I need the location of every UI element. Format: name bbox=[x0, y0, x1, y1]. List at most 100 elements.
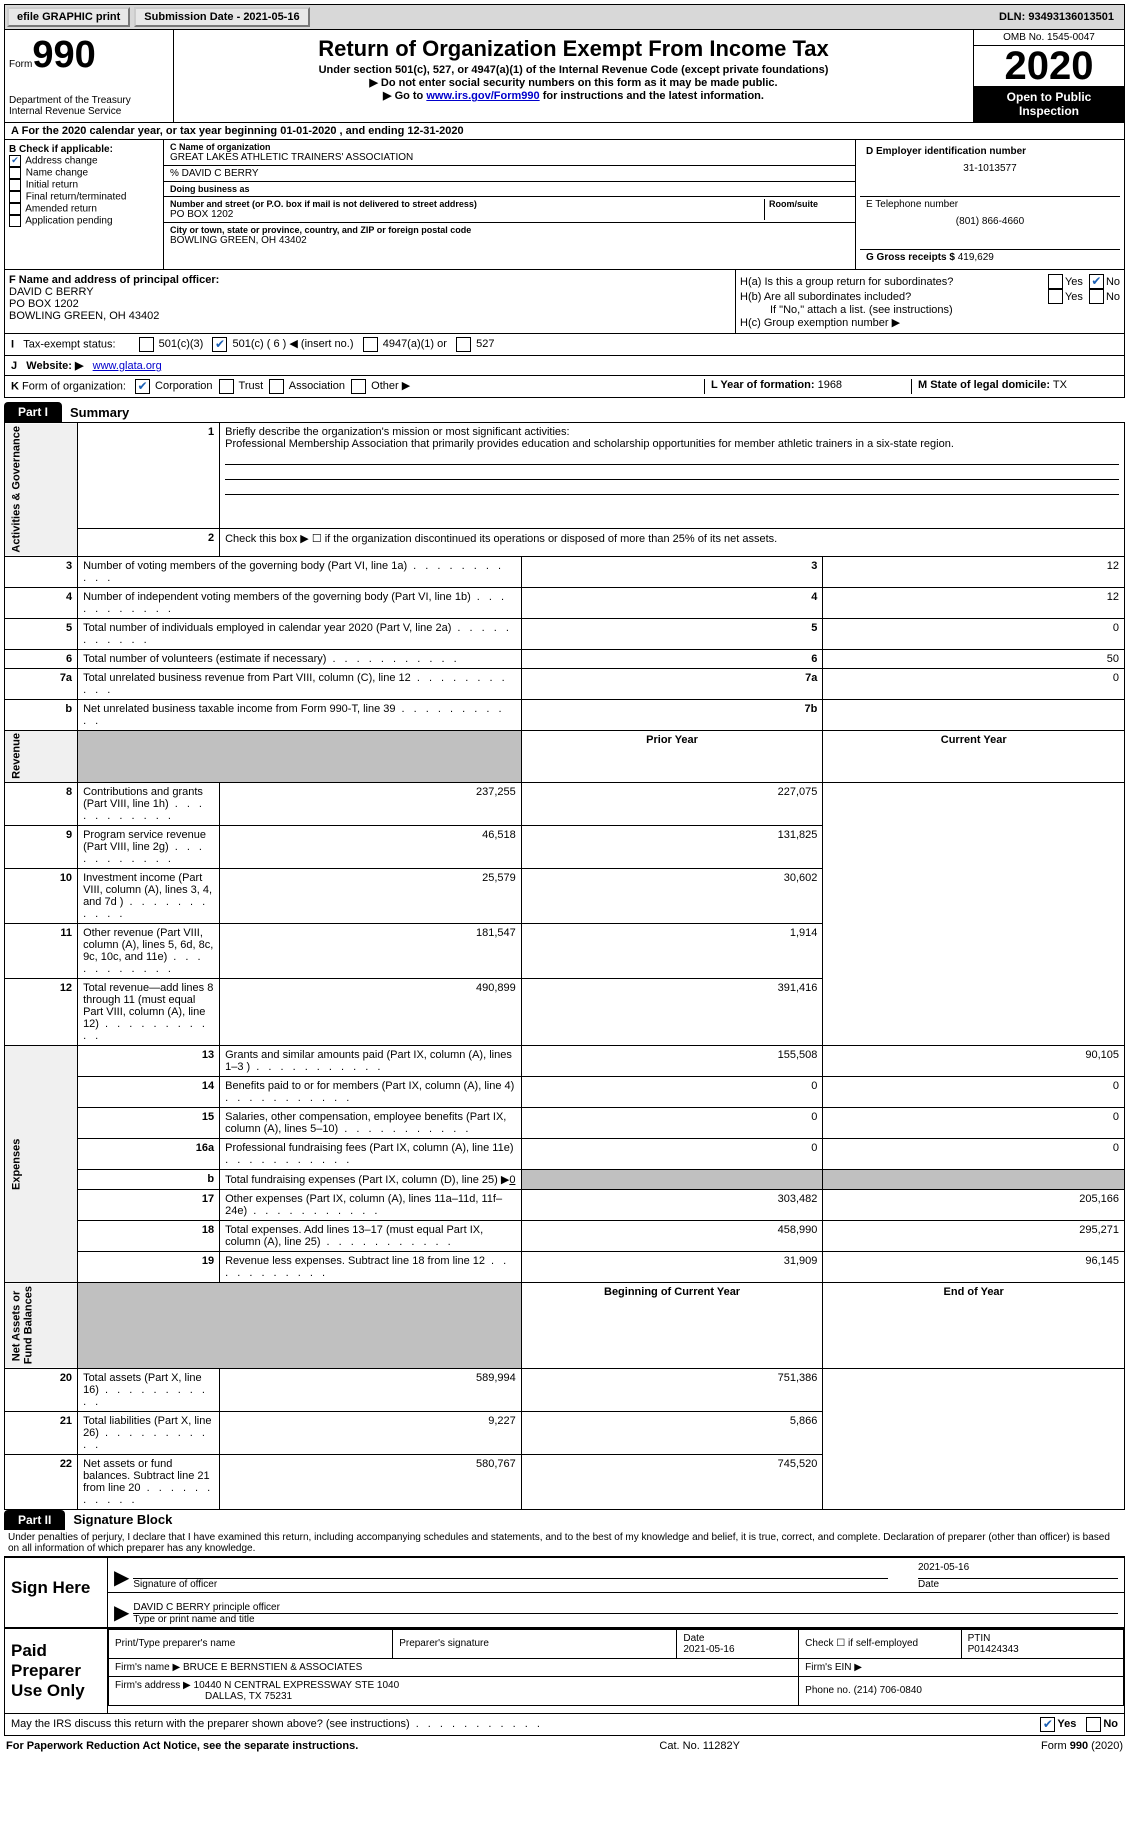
blank-line bbox=[225, 465, 1119, 480]
linei-checkbox[interactable] bbox=[456, 337, 471, 352]
linek-checkbox[interactable] bbox=[269, 379, 284, 394]
hb-label: H(b) Are all subordinates included? bbox=[740, 291, 1048, 303]
boxb-checkbox[interactable] bbox=[9, 203, 21, 215]
row-num: 20 bbox=[5, 1368, 78, 1411]
boxb-checkbox[interactable] bbox=[9, 179, 21, 191]
boxb-item: Initial return bbox=[26, 180, 78, 191]
instructions-link[interactable]: www.irs.gov/Form990 bbox=[426, 90, 539, 102]
dba-label: Doing business as bbox=[170, 184, 849, 194]
box-b: B Check if applicable: Address change Na… bbox=[5, 140, 164, 269]
row-num: 4 bbox=[5, 587, 78, 618]
ha-no-checkbox[interactable] bbox=[1089, 274, 1104, 289]
row-text: Other revenue (Part VIII, column (A), li… bbox=[78, 924, 220, 979]
footer-right: Form 990 (2020) bbox=[1041, 1740, 1123, 1752]
care-of: % DAVID C BERRY bbox=[164, 166, 855, 182]
row-box: 7a bbox=[521, 668, 823, 699]
part1-title: Summary bbox=[70, 405, 129, 420]
row-text: Professional fundraising fees (Part IX, … bbox=[220, 1139, 522, 1170]
current-value: 90,105 bbox=[823, 1046, 1125, 1077]
firm-phone-label: Phone no. bbox=[805, 1685, 851, 1696]
submission-date-button[interactable]: Submission Date - 2021-05-16 bbox=[134, 7, 309, 27]
row-box: 4 bbox=[521, 587, 823, 618]
beg-year-hdr: Beginning of Current Year bbox=[521, 1283, 823, 1368]
discuss-yes-checkbox[interactable] bbox=[1040, 1717, 1055, 1732]
side-exp: Expenses bbox=[5, 1046, 78, 1283]
line-m-value: TX bbox=[1053, 379, 1067, 391]
current-value: 0 bbox=[823, 1077, 1125, 1108]
row-text: Total liabilities (Part X, line 26) bbox=[78, 1411, 220, 1454]
shaded-cell bbox=[823, 1170, 1125, 1190]
current-value: 131,825 bbox=[521, 826, 823, 869]
prep-h3: Date bbox=[683, 1633, 704, 1644]
ha-no: No bbox=[1106, 276, 1120, 288]
linei-checkbox[interactable] bbox=[139, 337, 154, 352]
efile-print-button[interactable]: efile GRAPHIC print bbox=[7, 7, 130, 27]
officer-label: F Name and address of principal officer: bbox=[9, 274, 731, 286]
firm-addr-label: Firm's address ▶ bbox=[115, 1680, 191, 1691]
firm-name-label: Firm's name ▶ bbox=[115, 1662, 180, 1673]
officer-addr1: PO BOX 1202 bbox=[9, 298, 731, 310]
linek-checkbox[interactable] bbox=[135, 379, 150, 394]
end-value: 745,520 bbox=[521, 1454, 823, 1509]
boxb-checkbox[interactable] bbox=[9, 215, 21, 227]
row-value: 0 bbox=[823, 618, 1125, 649]
blank-line bbox=[225, 480, 1119, 495]
row-num: 16a bbox=[78, 1139, 220, 1170]
current-value: 391,416 bbox=[521, 979, 823, 1046]
top-bar: efile GRAPHIC print Submission Date - 20… bbox=[4, 4, 1125, 30]
page-footer: For Paperwork Reduction Act Notice, see … bbox=[4, 1736, 1125, 1756]
prep-ptin: P01424343 bbox=[968, 1644, 1019, 1655]
row-value: 0 bbox=[823, 668, 1125, 699]
row-num: 9 bbox=[5, 826, 78, 869]
boxb-checkbox[interactable] bbox=[9, 155, 21, 167]
boxb-item: Application pending bbox=[25, 216, 112, 227]
row-num: 7a bbox=[5, 668, 78, 699]
note2-post: for instructions and the latest informat… bbox=[540, 90, 764, 102]
row-text: Number of voting members of the governin… bbox=[78, 556, 522, 587]
part2-title: Signature Block bbox=[73, 1512, 172, 1527]
hb-yes-checkbox[interactable] bbox=[1048, 289, 1063, 304]
prior-value: 303,482 bbox=[521, 1190, 823, 1221]
mission-a: Professional Membership Association that… bbox=[225, 438, 954, 450]
org-name: GREAT LAKES ATHLETIC TRAINERS' ASSOCIATI… bbox=[170, 152, 849, 163]
part1-tab: Part I bbox=[4, 402, 62, 422]
boxb-checkbox[interactable] bbox=[9, 191, 21, 203]
gross-receipts-value: 419,629 bbox=[958, 252, 994, 263]
line-a: A For the 2020 calendar year, or tax yea… bbox=[4, 123, 1125, 140]
linek-checkbox[interactable] bbox=[219, 379, 234, 394]
row-text: Number of independent voting members of … bbox=[78, 587, 522, 618]
discuss-no-checkbox[interactable] bbox=[1086, 1717, 1101, 1732]
line-a-text: For the 2020 calendar year, or tax year … bbox=[22, 125, 464, 137]
row-num: 21 bbox=[5, 1411, 78, 1454]
ha-yes-checkbox[interactable] bbox=[1048, 274, 1063, 289]
hb-no-checkbox[interactable] bbox=[1089, 289, 1104, 304]
prior-value: 237,255 bbox=[220, 783, 522, 826]
linei-checkbox[interactable] bbox=[212, 337, 227, 352]
prior-value: 0 bbox=[521, 1077, 823, 1108]
website-link[interactable]: www.glata.org bbox=[93, 360, 162, 372]
gross-receipts-label: G Gross receipts $ bbox=[866, 252, 955, 263]
boxb-item: Address change bbox=[25, 156, 97, 167]
linek-checkbox[interactable] bbox=[351, 379, 366, 394]
beg-value: 9,227 bbox=[220, 1411, 522, 1454]
caret-icon: ▶ bbox=[114, 1565, 129, 1590]
line-k-label: Form of organization: bbox=[22, 380, 126, 392]
line-i-label: Tax-exempt status: bbox=[23, 338, 115, 350]
hb-yes: Yes bbox=[1065, 291, 1083, 303]
title-box: Return of Organization Exempt From Incom… bbox=[174, 30, 973, 122]
current-year-hdr: Current Year bbox=[823, 730, 1125, 783]
ha-yes: Yes bbox=[1065, 276, 1083, 288]
part1-header: Part I Summary bbox=[4, 402, 1125, 422]
prior-year-hdr: Prior Year bbox=[521, 730, 823, 783]
paid-preparer-label: Paid Preparer Use Only bbox=[5, 1629, 108, 1713]
current-value: 96,145 bbox=[823, 1252, 1125, 1283]
footer-left: For Paperwork Reduction Act Notice, see … bbox=[6, 1740, 358, 1752]
line-i: I Tax-exempt status: 501(c)(3) 501(c) ( … bbox=[4, 334, 1125, 356]
current-value: 295,271 bbox=[823, 1221, 1125, 1252]
note2-pre: ▶ Go to bbox=[383, 90, 426, 102]
linei-checkbox[interactable] bbox=[363, 337, 378, 352]
discuss-yes: Yes bbox=[1057, 1718, 1076, 1730]
dln-label: DLN: 93493136013501 bbox=[999, 11, 1122, 23]
row-value: 50 bbox=[823, 649, 1125, 668]
boxb-checkbox[interactable] bbox=[9, 167, 21, 179]
